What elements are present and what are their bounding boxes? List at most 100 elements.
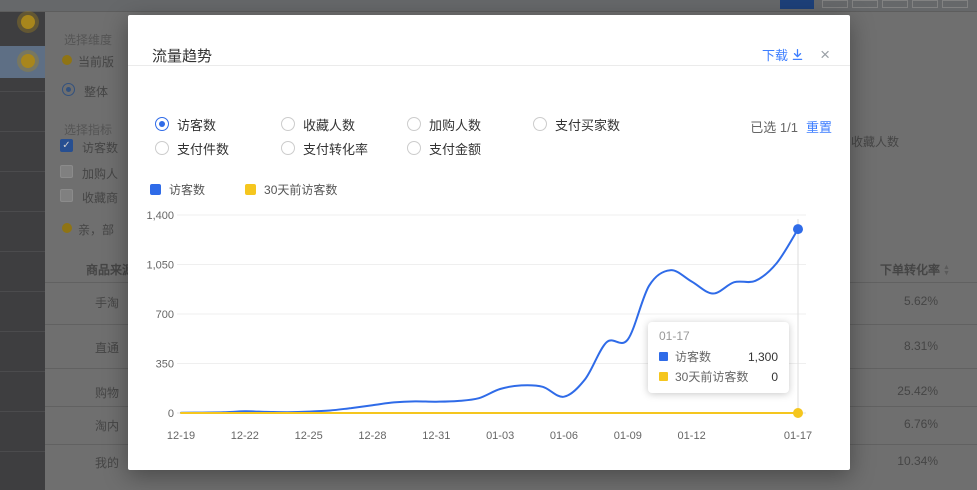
conv-value: 10.34%: [897, 454, 938, 468]
topbar-active-tab: [780, 0, 814, 9]
table-row: 淘内: [95, 419, 120, 433]
radio-icon: [533, 117, 547, 131]
table-row: 直通: [95, 341, 120, 355]
download-icon: [792, 48, 803, 61]
reset-link[interactable]: 重置: [805, 120, 832, 135]
series-color-swatch: [659, 372, 668, 381]
traffic-trend-modal: 流量趋势 下载 × 访客数 收藏人数 加购人数 支付买家数 支付件数 支付转化率 支付金额 …: [128, 15, 850, 470]
notice-dot-icon: [62, 223, 72, 233]
checkbox-icon: [60, 189, 73, 202]
svg-text:12-28: 12-28: [358, 430, 386, 442]
bg-metric-1: 加购人: [82, 167, 119, 181]
topbar-tab: [822, 0, 848, 8]
svg-text:01-03: 01-03: [486, 430, 514, 442]
radio-icon: [281, 141, 295, 155]
radio-icon: [155, 141, 169, 155]
legend-swatch-icon: [245, 184, 257, 195]
trend-chart[interactable]: 0 350 700 1,050 1,400 12-19 12-22 12-25 12-28 12-…: [140, 205, 840, 455]
legend-item[interactable]: 访客数: [150, 181, 205, 198]
legend-item[interactable]: 30天前访客数: [245, 181, 337, 198]
sidebar-yellow-icon: [21, 15, 35, 29]
radio-option-label: 支付转化率: [303, 141, 369, 157]
table-row: 购物: [95, 386, 120, 400]
legend-label: 访客数: [169, 183, 206, 197]
dimension-label: 选择维度: [64, 33, 113, 47]
radio-icon: [407, 141, 421, 155]
notice-label: 亲，部: [78, 223, 115, 237]
background-topbar: [0, 0, 977, 12]
overall-radio-icon: [62, 83, 75, 96]
radio-icon: [407, 117, 421, 131]
sidebar-yellow-icon: [21, 54, 35, 68]
metric-radio-option[interactable]: 支付件数: [155, 139, 229, 157]
conv-header: 下单转化率 ▲ ▼: [880, 263, 950, 277]
fav-header: 收藏人数: [851, 135, 900, 149]
svg-text:1,400: 1,400: [146, 210, 174, 222]
svg-text:01-09: 01-09: [614, 430, 642, 442]
source-header: 商品来源: [86, 263, 128, 277]
conv-value: 8.31%: [903, 339, 938, 353]
svg-text:12-25: 12-25: [295, 430, 323, 442]
metric-radio-option[interactable]: 支付买家数: [533, 115, 620, 133]
bg-metric-0: 访客数: [82, 141, 119, 155]
svg-text:01-12: 01-12: [678, 430, 706, 442]
radio-icon: [281, 117, 295, 131]
svg-text:350: 350: [156, 359, 174, 371]
conv-value: 6.76%: [903, 417, 938, 431]
bg-metric-2: 收藏商: [82, 191, 119, 205]
svg-text:01-06: 01-06: [550, 430, 578, 442]
overall-label: 整体: [84, 85, 109, 99]
background-filter-panel: 选择维度 当前版 整体 选择指标 ✓ 访客数 加购人 收藏商 亲，部 商品来源 …: [45, 12, 128, 490]
topbar-tab: [852, 0, 878, 8]
svg-text:700: 700: [156, 309, 174, 321]
download-button[interactable]: 下载: [762, 45, 804, 64]
metric-radio-option[interactable]: 支付转化率: [281, 139, 368, 157]
metric-radio-group: 访客数 收藏人数 加购人数 支付买家数支付件数 支付转化率 支付金额: [128, 15, 850, 175]
svg-text:12-31: 12-31: [422, 430, 450, 442]
download-label: 下载: [762, 48, 789, 63]
metric-radio-option[interactable]: 加购人数: [407, 115, 481, 133]
radio-option-label: 支付金额: [429, 141, 482, 157]
selected-count: 已选 1/1: [750, 120, 798, 135]
current-version-label: 当前版: [78, 55, 115, 69]
chart-legend: 访客数 30天前访客数: [150, 181, 337, 198]
svg-text:12-19: 12-19: [167, 430, 195, 442]
conv-value: 5.62%: [903, 294, 938, 308]
tooltip-date: 01-17: [659, 329, 690, 343]
table-row: 手淘: [95, 296, 120, 310]
svg-text:12-22: 12-22: [231, 430, 259, 442]
tooltip-row: 访客数 1,300: [659, 348, 778, 365]
radio-icon: [155, 117, 169, 131]
divider: [128, 65, 850, 66]
legend-label: 30天前访客数: [264, 183, 338, 197]
close-icon[interactable]: ×: [820, 45, 830, 64]
radio-option-label: 支付件数: [177, 141, 230, 157]
background-sidebar: [0, 12, 45, 490]
metric-radio-option[interactable]: 访客数: [155, 115, 216, 133]
version-dot-icon: [62, 55, 72, 65]
modal-title: 流量趋势: [152, 48, 213, 65]
metric-radio-option[interactable]: 收藏人数: [281, 115, 355, 133]
table-row: 我的: [95, 456, 120, 470]
chart-tooltip: 01-17 访客数 1,300 30天前访客数 0: [648, 322, 789, 393]
topbar-tab: [942, 0, 968, 8]
radio-option-label: 支付买家数: [555, 117, 621, 133]
radio-option-label: 访客数: [177, 117, 217, 133]
metric-radio-option[interactable]: 支付金额: [407, 139, 481, 157]
svg-text:01-17: 01-17: [784, 430, 812, 442]
sort-icon: ▲ ▼: [943, 263, 950, 277]
conv-value: 25.42%: [897, 384, 938, 398]
checkbox-checked-icon: ✓: [60, 139, 73, 152]
checkbox-icon: [60, 165, 73, 178]
topbar-tab: [882, 0, 908, 8]
tooltip-row: 30天前访客数 0: [659, 368, 778, 385]
radio-option-label: 加购人数: [429, 117, 482, 133]
series-color-swatch: [659, 352, 668, 361]
metric-label: 选择指标: [64, 123, 113, 137]
svg-text:1,050: 1,050: [146, 260, 174, 272]
topbar-tab: [912, 0, 938, 8]
background-right-panel: 收藏人数 下单转化率 ▲ ▼ 5.62% 8.31% 25.42% 6.76% 10…: [850, 12, 977, 490]
legend-swatch-icon: [150, 184, 161, 195]
radio-option-label: 收藏人数: [303, 117, 356, 133]
